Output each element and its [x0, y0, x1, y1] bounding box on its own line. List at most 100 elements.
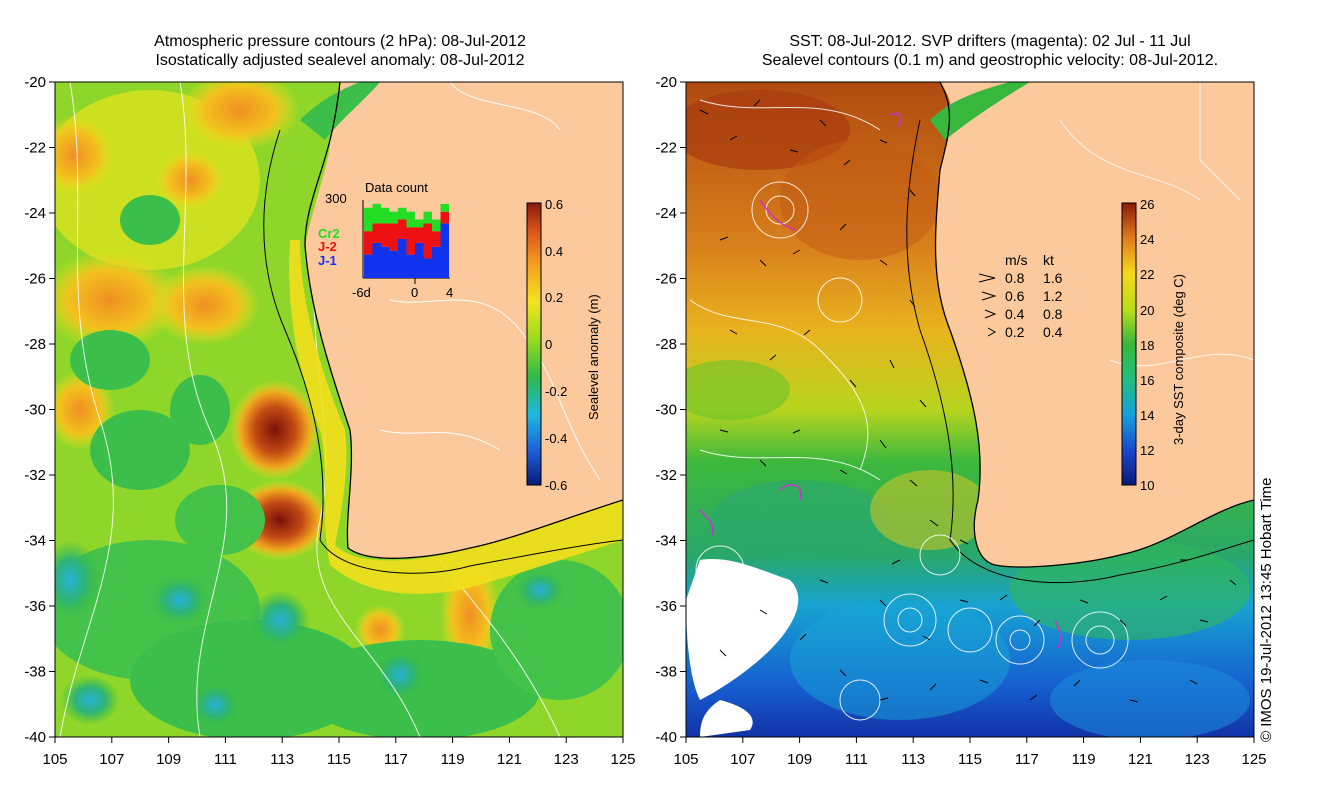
sst-tick: 24 [1140, 232, 1154, 247]
right-title-line1: SST: 08-Jul-2012. SVP drifters (magenta)… [789, 33, 1191, 50]
sst-tick: 26 [1140, 197, 1154, 212]
data-count-title: Data count [365, 180, 428, 195]
right-land-australia [935, 82, 1254, 567]
data-count-bar-green [415, 219, 424, 228]
velocity-legend: m/s kt 0.8 1.6 0.6 1.2 0.4 0.8 0.2 0.4 [978, 252, 1063, 340]
right-title-line2: Sealevel contours (0.1 m) and geostrophi… [761, 52, 1219, 69]
data-count-inset: Data count 300 Cr2 J-2 J-1 -6d 0 4 [318, 180, 453, 300]
data-count-bar-red [432, 231, 441, 247]
sst-tick: 20 [1140, 303, 1154, 318]
right-lat-label: -36 [655, 598, 677, 615]
velocity-kt-value: 0.8 [1043, 306, 1063, 322]
right-map-title: SST: 08-Jul-2012. SVP drifters (magenta)… [660, 32, 1320, 70]
velocity-ms-value: 0.4 [1005, 306, 1025, 322]
left-shelf-contour [263, 129, 623, 574]
left-lat-label: -38 [24, 664, 46, 681]
left-lon-label: 105 [42, 751, 67, 768]
velocity-arrow-icon [981, 291, 997, 301]
velocity-ms-value: 0.6 [1005, 288, 1025, 304]
data-count-bar-green [398, 207, 407, 220]
data-count-bar-blue [389, 250, 398, 278]
data-count-axis-start: -6d [352, 285, 371, 300]
sst-colorbar: 26 24 22 20 18 16 14 12 10 3-day SST com… [1121, 197, 1186, 493]
velocity-arrow-icon [984, 309, 997, 319]
left-lon-label: 119 [441, 751, 465, 768]
sla-tick: 0.2 [545, 290, 563, 305]
velocity-kt-value: 1.2 [1043, 288, 1063, 304]
sst-tick: 18 [1140, 338, 1154, 353]
right-lon-label: 117 [1015, 751, 1039, 768]
velocity-kt-value: 1.6 [1043, 270, 1063, 286]
data-count-bar-red [440, 211, 449, 224]
data-count-bar-green [389, 211, 398, 224]
legend-cr2: Cr2 [318, 226, 340, 241]
sst-colorbar-ticks: 26 24 22 20 18 16 14 12 10 [1140, 197, 1154, 493]
sla-tick: -0.2 [545, 384, 567, 399]
left-lat-label: -28 [24, 336, 46, 353]
imos-credit: © IMOS 19-Jul-2012 13:45 Hobart Time [1258, 477, 1275, 742]
left-lon-label: 117 [384, 751, 408, 768]
left-map [55, 82, 623, 737]
sla-colorbar-label: Sealevel anomaly (m) [586, 294, 601, 420]
sla-tick: -0.6 [545, 478, 567, 493]
sst-colorbar-label: 3-day SST composite (deg C) [1171, 274, 1186, 445]
right-lat-label: -26 [655, 271, 677, 288]
sla-tick: 0 [545, 337, 552, 352]
left-land-australia [305, 82, 623, 559]
right-lon-label: 107 [730, 751, 755, 768]
data-count-bar-red [423, 223, 432, 259]
velocity-ms-value: 0.2 [1005, 324, 1025, 340]
left-lon-label: 113 [270, 751, 294, 768]
data-count-bar-red [372, 223, 381, 243]
left-lat-label: -20 [24, 74, 46, 91]
sst-tick: 16 [1140, 373, 1154, 388]
right-lon-label: 123 [1185, 751, 1210, 768]
data-count-bar-red [398, 219, 407, 239]
sla-anomaly-field [55, 82, 623, 737]
data-count-bar-red [406, 227, 415, 255]
left-title-line2: Isostatically adjusted sealevel anomaly:… [155, 52, 525, 69]
left-lon-label: 125 [610, 751, 635, 768]
data-count-bar-blue [432, 246, 441, 278]
right-lat-label: -34 [655, 533, 677, 550]
left-map-title: Atmospheric pressure contours (2 hPa): 0… [40, 32, 640, 70]
left-title-line1: Atmospheric pressure contours (2 hPa): 0… [154, 33, 526, 50]
data-count-bar-red [364, 231, 373, 255]
left-lat-label: -34 [24, 533, 46, 550]
right-lon-label: 115 [958, 751, 982, 768]
right-map: m/s kt 0.8 1.6 0.6 1.2 0.4 0.8 0.2 0.4 [686, 82, 1254, 737]
data-count-bar-blue [415, 242, 424, 278]
left-land-contours [379, 82, 601, 481]
data-count-bar-red [415, 227, 424, 243]
left-lat-label: -32 [24, 467, 46, 484]
left-map-axes: -20 -22 -24 -26 -28 -30 -32 -34 -36 -38 -40 105 107 1… [24, 74, 635, 768]
data-count-bar-blue [406, 254, 415, 278]
data-count-bar-green [364, 207, 373, 232]
geostrophic-velocity-arrows [699, 99, 1237, 703]
data-count-bar-blue [398, 239, 407, 278]
sst-tick: 22 [1140, 267, 1154, 282]
data-count-axis-end: 4 [446, 285, 453, 300]
sst-tick: 14 [1140, 408, 1154, 423]
velocity-header-kt: kt [1043, 252, 1054, 268]
left-lat-label: -30 [24, 402, 46, 419]
right-lat-label: -30 [655, 402, 677, 419]
velocity-header-ms: m/s [1005, 252, 1028, 268]
data-count-bar-blue [364, 254, 373, 278]
sla-tick: -0.4 [545, 431, 567, 446]
data-count-bar-blue [381, 246, 390, 278]
left-lat-label: -24 [24, 205, 46, 222]
left-lat-label: -40 [24, 729, 46, 746]
sla-colorbar: 0.6 0.4 0.2 0 -0.2 -0.4 -0.6 Sealevel an… [526, 197, 601, 493]
data-count-bar-green [423, 211, 432, 224]
right-lon-label: 105 [673, 751, 698, 768]
left-lon-label: 123 [554, 751, 579, 768]
velocity-arrow-icon [987, 327, 997, 337]
data-count-bar-green [406, 211, 415, 228]
velocity-kt-value: 0.4 [1043, 324, 1063, 340]
right-lat-label: -40 [655, 729, 677, 746]
data-count-bar-blue [440, 223, 449, 278]
left-lat-label: -26 [24, 271, 46, 288]
sst-detail [686, 90, 1250, 737]
